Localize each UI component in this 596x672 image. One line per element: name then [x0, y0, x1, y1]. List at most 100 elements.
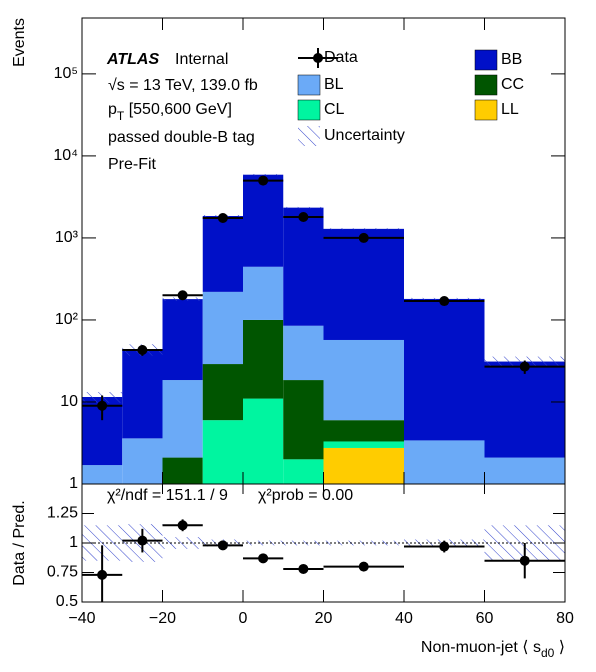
uncertainty-band — [243, 173, 284, 176]
legend-swatch — [474, 49, 498, 71]
stack-bar — [283, 207, 324, 326]
status: Internal — [175, 51, 228, 68]
y-tick-label: 10⁵ — [54, 65, 78, 82]
ratio-frame — [81, 483, 566, 603]
x-tick-label: 0 — [239, 610, 248, 627]
pt-rest: [550,600 GeV] — [124, 101, 232, 118]
x-axis-label-sub: d0 — [541, 646, 555, 660]
stage: Pre-Fit — [108, 156, 157, 173]
stack-bar — [202, 420, 243, 484]
ratio-point — [358, 561, 369, 572]
stack-bar — [283, 325, 324, 381]
chi2-ndf: χ²/ndf = 151.1 / 9 — [107, 487, 228, 504]
energy: √s = 13 TeV, 139.0 fb — [108, 77, 258, 94]
legend-swatch — [297, 74, 321, 96]
main-plot — [82, 173, 565, 484]
ratio-y-tick-label: 0.5 — [56, 593, 78, 610]
x-tick-label: 60 — [476, 610, 494, 627]
stack-bar — [122, 349, 163, 439]
legend-swatch — [298, 126, 320, 146]
y-tick-label: 1 — [69, 475, 78, 492]
legend-label: CL — [324, 101, 345, 118]
ratio-point — [137, 535, 148, 546]
data-point — [217, 212, 228, 223]
stack-bar — [323, 441, 404, 448]
stack-bar — [162, 380, 203, 458]
legend-swatch — [474, 74, 498, 96]
stack-bar — [283, 459, 324, 484]
chi2-prob: χ²prob = 0.00 — [258, 487, 353, 504]
uncertainty-band — [283, 206, 324, 209]
stack-bar — [202, 364, 243, 421]
ratio-y-tick-label: 1.25 — [47, 505, 78, 522]
y-tick-label: 10 — [60, 393, 78, 410]
data-point — [439, 296, 450, 307]
uncertainty-band — [323, 228, 404, 230]
x-tick-label: −20 — [149, 610, 176, 627]
legend-label: CC — [501, 76, 524, 93]
stack-bar — [484, 361, 565, 458]
stack-bar — [404, 440, 485, 484]
legend-label: Uncertainty — [324, 127, 405, 144]
pt-range: pT [550,600 GeV] — [108, 101, 232, 123]
x-tick-label: 80 — [556, 610, 574, 627]
stack-bar — [243, 266, 284, 320]
x-tick-label: −40 — [68, 610, 95, 627]
y-tick-label: 10⁴ — [53, 147, 78, 164]
pt-p: p — [108, 101, 117, 118]
data-point — [177, 290, 188, 301]
ratio-point — [258, 553, 269, 564]
data-point — [298, 211, 309, 222]
legend-label: LL — [501, 101, 519, 118]
legend-label: BB — [501, 51, 522, 68]
legend-label: BL — [324, 76, 344, 93]
ratio-y-tick-label: 0.75 — [47, 564, 78, 581]
stack-bar — [162, 457, 203, 484]
overlay: 1 10 10² 10³ 10⁴ 10⁵ 0.5 0.75 1 1.25 −40 −20 0 20 40 60… — [47, 18, 574, 627]
stack-bar — [243, 398, 284, 484]
legend-label: Data — [324, 49, 358, 66]
y-tick-label: 10³ — [55, 229, 79, 246]
stack-bar — [283, 380, 324, 460]
ratio-plot — [82, 519, 565, 602]
x-tick-label: 40 — [395, 610, 413, 627]
ratio-point — [97, 569, 108, 580]
stack-bar — [323, 339, 404, 421]
ratio-y-tick-label: 1 — [69, 534, 78, 551]
stack-bar — [122, 438, 163, 484]
stack-bar — [404, 298, 485, 441]
legend-swatch — [474, 99, 498, 121]
stack-bar — [323, 420, 404, 442]
y-tick-label: 10² — [55, 311, 79, 328]
ratio-point — [217, 540, 228, 551]
stack-bar — [162, 299, 203, 381]
data-point — [358, 232, 369, 243]
stack-bar — [243, 319, 284, 399]
pt-sub: T — [117, 109, 125, 123]
selection: passed double-B tag — [108, 129, 255, 146]
stack-bar — [323, 447, 404, 484]
ratio-point — [298, 563, 309, 574]
stack-bar — [202, 216, 243, 292]
legend-data-marker — [313, 53, 323, 63]
experiment: ATLAS — [106, 51, 159, 68]
x-axis-label-main: Non-muon-jet ⟨ s — [421, 639, 541, 656]
stack-bar — [82, 465, 123, 484]
ratio-point — [519, 555, 530, 566]
ratio-point — [177, 520, 188, 531]
data-point — [519, 361, 530, 372]
y-axis-label: Events — [11, 18, 28, 67]
data-point — [97, 400, 108, 411]
legend-swatch — [297, 99, 321, 121]
stack-bar — [243, 174, 284, 267]
stack-bar — [202, 291, 243, 365]
ratio-point — [439, 541, 450, 552]
data-point — [137, 345, 148, 356]
ratio-y-axis-label: Data / Pred. — [11, 500, 28, 585]
x-tick-label: 20 — [315, 610, 333, 627]
x-axis-label: Non-muon-jet ⟨ sd0 ⟩ — [421, 639, 565, 660]
stack-bar — [323, 228, 404, 340]
stack-bar — [484, 457, 565, 484]
data-point — [258, 175, 269, 186]
